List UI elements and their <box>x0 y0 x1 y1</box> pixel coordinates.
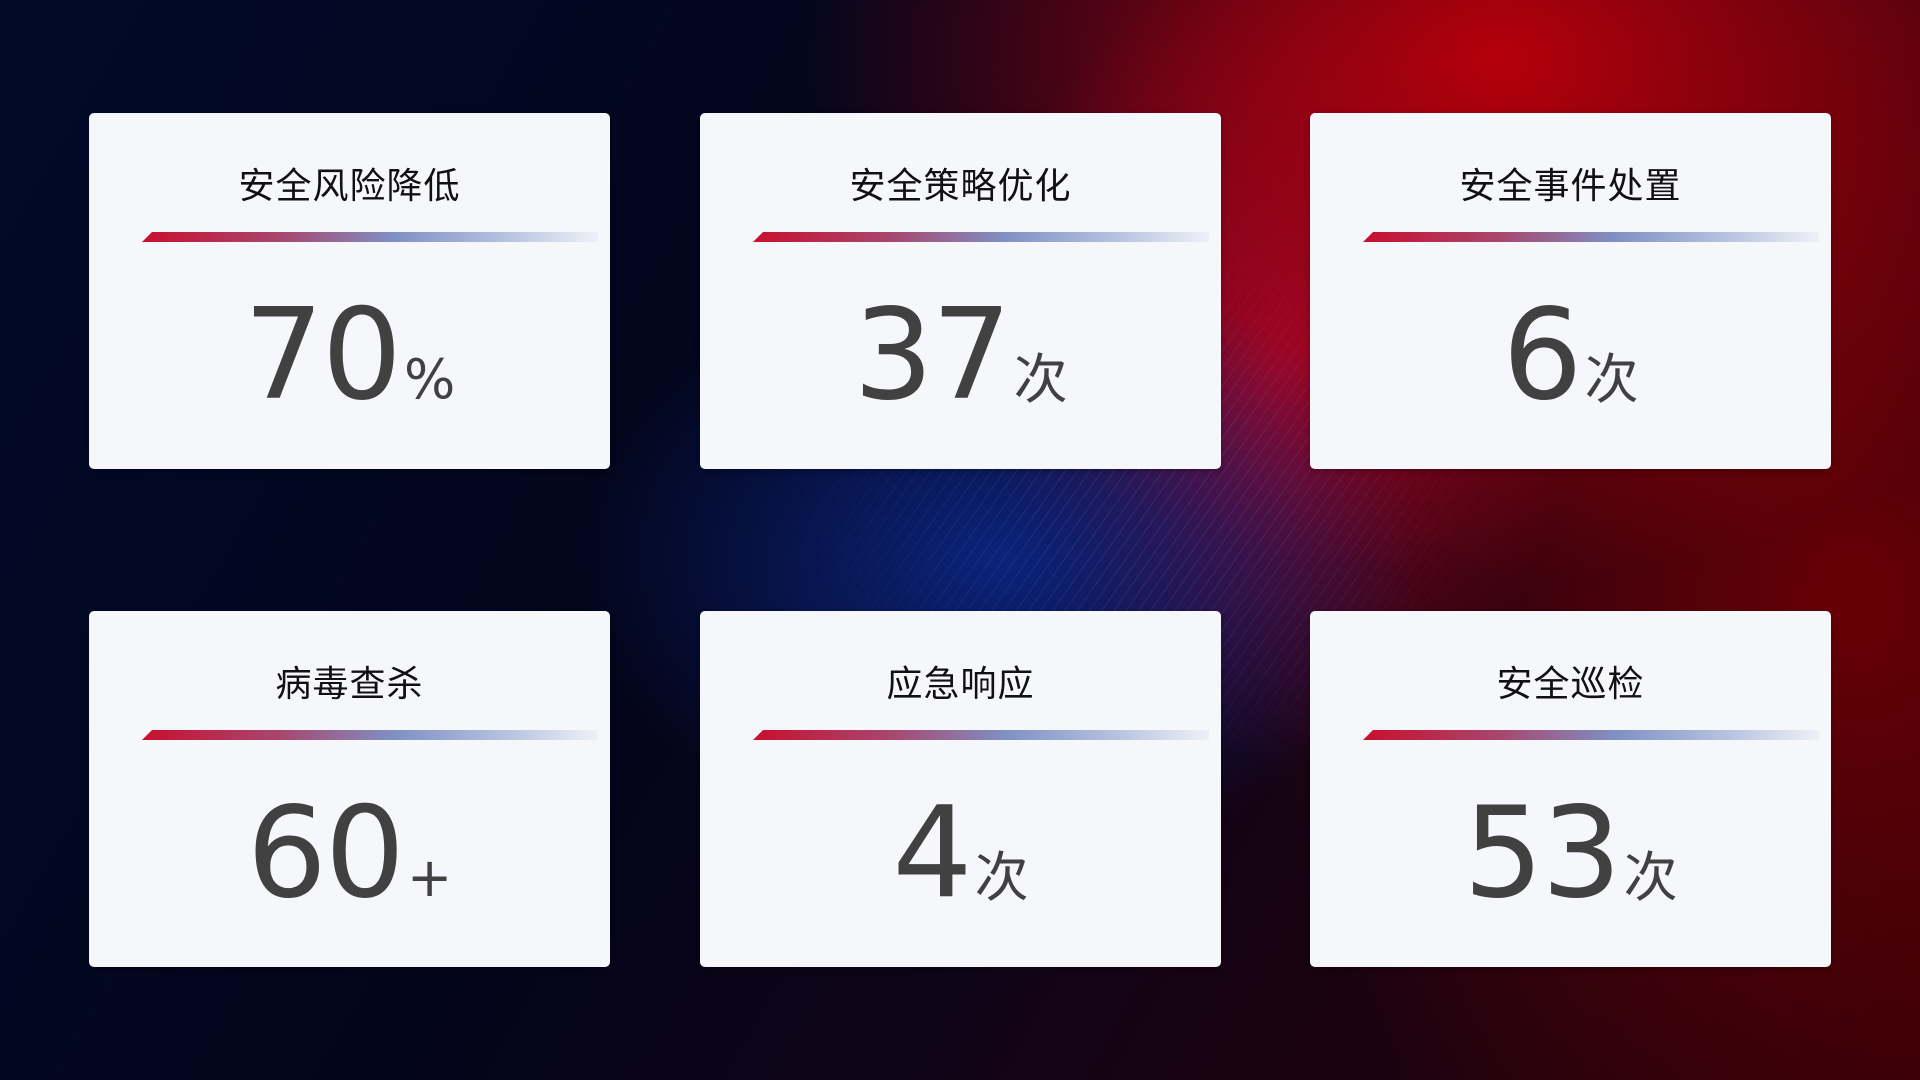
card-value: 70% <box>89 281 610 428</box>
card-divider <box>1363 232 1819 242</box>
card-value: 6次 <box>1310 281 1831 428</box>
card-title: 应急响应 <box>886 664 1035 705</box>
stat-card-security-inspection: 安全巡检 53次 <box>1310 611 1831 967</box>
value-number: 4 <box>892 779 972 926</box>
card-divider <box>142 730 598 740</box>
value-unit: + <box>407 846 453 909</box>
value-number: 60 <box>246 779 405 926</box>
stat-card-policy-optimization: 安全策略优化 37次 <box>700 113 1221 469</box>
value-unit: 次 <box>1584 348 1639 411</box>
card-title: 安全巡检 <box>1496 664 1645 705</box>
card-title: 安全策略优化 <box>849 166 1072 207</box>
value-number: 53 <box>1463 779 1621 926</box>
card-title: 安全事件处置 <box>1459 166 1682 207</box>
value-number: 37 <box>853 281 1011 428</box>
card-divider <box>753 232 1209 242</box>
card-divider <box>753 730 1209 740</box>
value-unit: 次 <box>1013 348 1068 411</box>
card-title: 安全风险降低 <box>238 166 461 207</box>
card-divider <box>142 232 598 242</box>
card-title: 病毒查杀 <box>275 664 424 705</box>
card-value: 53次 <box>1310 779 1831 926</box>
stat-card-virus-removal: 病毒查杀 60+ <box>89 611 610 967</box>
stat-card-risk-reduction: 安全风险降低 70% <box>89 113 610 469</box>
card-value: 60+ <box>89 779 610 926</box>
value-unit: 次 <box>974 846 1029 909</box>
value-number: 70 <box>243 281 402 428</box>
card-divider <box>1363 730 1819 740</box>
value-unit: % <box>404 348 456 411</box>
stat-card-emergency-response: 应急响应 4次 <box>700 611 1221 967</box>
card-value: 4次 <box>700 779 1221 926</box>
value-unit: 次 <box>1623 846 1678 909</box>
card-value: 37次 <box>700 281 1221 428</box>
value-number: 6 <box>1502 281 1582 428</box>
stat-card-incident-handling: 安全事件处置 6次 <box>1310 113 1831 469</box>
